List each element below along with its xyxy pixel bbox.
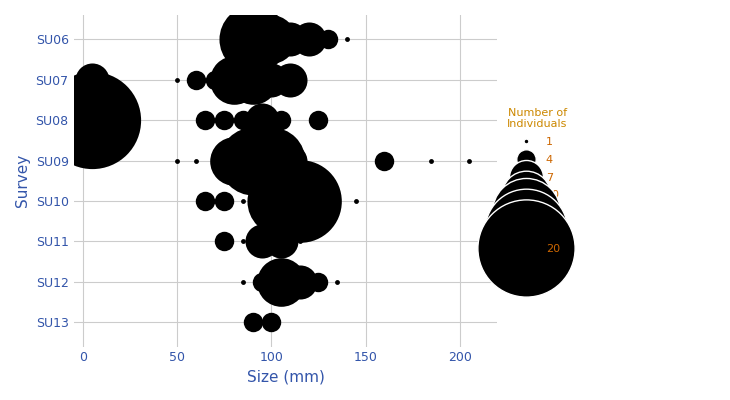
Point (110, 117, 121, 123)
Point (341, 36, 353, 42)
Point (237, 279, 249, 285)
Point (426, 157, 437, 164)
Point (247, 36, 258, 42)
Legend: 1, 4, 7, 10, 14, 17, 20: 1, 4, 7, 10, 14, 17, 20 (507, 108, 568, 254)
Point (285, 36, 296, 42)
Point (87, 76, 99, 83)
Point (105, 76, 117, 83)
Point (228, 36, 239, 42)
Point (379, 157, 391, 164)
Point (218, 198, 230, 204)
Point (228, 76, 239, 83)
Point (293, 198, 305, 204)
Point (199, 198, 211, 204)
Point (285, 157, 296, 164)
Point (218, 117, 230, 123)
Point (312, 117, 324, 123)
Point (285, 76, 296, 83)
Point (331, 279, 343, 285)
Point (293, 238, 305, 245)
Point (275, 117, 287, 123)
Point (275, 238, 287, 245)
Point (247, 319, 258, 326)
Point (312, 198, 324, 204)
Point (190, 157, 201, 164)
Point (331, 198, 343, 204)
Point (266, 157, 277, 164)
Point (256, 198, 268, 204)
X-axis label: Size (mm): Size (mm) (247, 370, 324, 385)
Point (266, 319, 277, 326)
Point (256, 238, 268, 245)
Point (303, 36, 315, 42)
Point (266, 36, 277, 42)
Point (256, 117, 268, 123)
Point (293, 279, 305, 285)
Y-axis label: Survey: Survey (15, 154, 30, 208)
Point (312, 279, 324, 285)
Point (190, 76, 201, 83)
Point (172, 157, 183, 164)
Point (237, 198, 249, 204)
Point (275, 198, 287, 204)
Point (199, 117, 211, 123)
Point (87, 117, 99, 123)
Point (275, 279, 287, 285)
Point (237, 117, 249, 123)
Point (247, 157, 258, 164)
Point (209, 76, 220, 83)
Point (218, 238, 230, 245)
Point (350, 198, 362, 204)
Point (237, 238, 249, 245)
Point (256, 279, 268, 285)
Point (266, 76, 277, 83)
Point (96, 157, 107, 164)
Point (464, 157, 475, 164)
Point (322, 36, 334, 42)
Point (247, 76, 258, 83)
Point (172, 76, 183, 83)
Point (228, 157, 239, 164)
